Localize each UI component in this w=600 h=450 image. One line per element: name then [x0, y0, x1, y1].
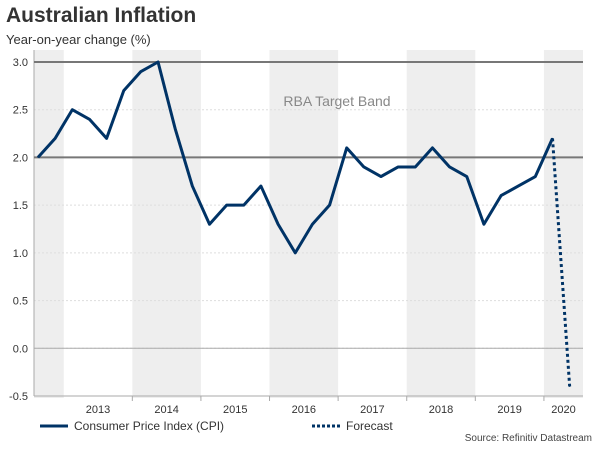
data-point — [500, 195, 502, 197]
data-point — [191, 185, 193, 187]
data-point — [466, 176, 468, 178]
data-point — [277, 223, 279, 225]
x-tick-label: 2020 — [551, 404, 575, 416]
data-point — [380, 176, 382, 178]
year-band — [34, 50, 64, 398]
chart-subtitle: Year-on-year change (%) — [6, 32, 151, 47]
data-point — [123, 90, 125, 92]
data-point — [414, 166, 416, 168]
data-point — [449, 166, 451, 168]
year-band — [543, 50, 583, 398]
legend-cpi-label: Consumer Price Index (CPI) — [74, 419, 225, 433]
chart-title: Australian Inflation — [6, 4, 197, 27]
data-point — [483, 223, 485, 225]
year-band — [269, 50, 339, 398]
data-point — [534, 176, 536, 178]
data-point — [106, 137, 108, 139]
data-point — [37, 156, 39, 158]
y-tick-label: 1.5 — [13, 200, 28, 212]
data-point — [552, 137, 553, 139]
y-tick-label: -0.5 — [9, 391, 28, 403]
data-point — [294, 252, 296, 254]
legend-dotted-swatch — [312, 424, 340, 428]
data-point — [54, 137, 56, 139]
data-point — [226, 204, 228, 206]
legend-forecast-label: Forecast — [346, 419, 393, 433]
y-tick-label: 2.0 — [13, 152, 28, 164]
source-note: Source: Refinitiv Datastream — [464, 433, 592, 444]
target-band-label: RBA Target Band — [283, 93, 390, 109]
x-tick-label: 2015 — [223, 404, 247, 416]
data-point — [260, 185, 262, 187]
y-tick-label: 1.0 — [13, 248, 28, 260]
data-point — [140, 71, 142, 73]
data-point — [243, 204, 245, 206]
data-point — [431, 147, 433, 149]
data-point — [71, 109, 73, 111]
x-tick-label: 2018 — [429, 404, 453, 416]
data-point — [517, 185, 519, 187]
data-point — [157, 61, 159, 63]
legend-forecast: Forecast — [312, 419, 393, 433]
data-point — [174, 128, 176, 130]
x-tick-label: 2017 — [360, 404, 384, 416]
y-tick-label: 2.5 — [13, 105, 28, 117]
data-point — [569, 385, 571, 387]
x-tick-label: 2016 — [292, 404, 316, 416]
data-point — [88, 118, 90, 120]
data-point — [363, 166, 365, 168]
data-point — [209, 223, 210, 225]
y-tick-label: 3.0 — [13, 57, 28, 69]
x-tick-label: 2013 — [86, 404, 110, 416]
data-point — [397, 166, 399, 168]
legend-cpi: Consumer Price Index (CPI) — [40, 419, 224, 433]
year-band — [406, 50, 476, 398]
y-tick-label: 0.5 — [13, 296, 28, 308]
x-tick-label: 2014 — [154, 404, 178, 416]
data-point — [346, 147, 348, 149]
data-point — [329, 204, 331, 206]
legend-solid-swatch — [40, 424, 68, 428]
y-tick-label: 0.0 — [13, 343, 28, 355]
data-point — [311, 223, 313, 225]
year-band — [132, 50, 201, 398]
x-tick-label: 2019 — [497, 404, 521, 416]
